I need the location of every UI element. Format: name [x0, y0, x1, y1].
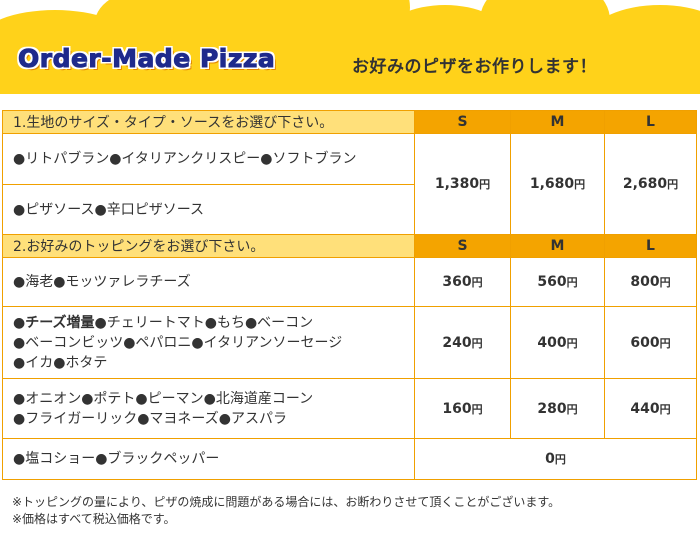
price-value: 560: [537, 274, 567, 290]
page-title-en: Order-Made Pizza: [17, 44, 276, 74]
topping-line: ●海老●モッツァレラチーズ: [13, 274, 191, 290]
price-value: 600: [630, 334, 660, 351]
topping-line: ●塩コショー●ブラックペッパー: [13, 451, 220, 467]
size-s-header: S: [414, 110, 511, 134]
footnote-topping-amount: ※トッピングの量により、ピザの焼成に問題がある場合には、お断わりさせて頂くことが…: [12, 495, 561, 509]
price-value: 1,680: [529, 176, 575, 192]
topping-price-m: 280円: [510, 378, 605, 439]
topping-price-all-sizes: 0円: [414, 438, 697, 480]
price-value: 440: [630, 400, 660, 417]
size-m-header: M: [510, 110, 605, 134]
topping-group-2: ●チーズ増量●チェリートマト●もち●ベーコン ●ベーコンビッツ●ペパロニ●イタリア…: [2, 306, 415, 379]
table-row: ●チーズ増量●チェリートマト●もち●ベーコン ●ベーコンビッツ●ペパロニ●イタリア…: [2, 306, 697, 379]
price-value: 240: [442, 334, 472, 351]
topping-price-s: 160円: [414, 378, 511, 439]
topping-line: ●フライガーリック●マヨネーズ●アスパラ: [13, 410, 287, 427]
yen-unit: 円: [566, 402, 578, 416]
yen-unit: 円: [566, 336, 578, 350]
topping-line: ●オニオン●ポテト●ピーマン●北海道産コーン: [13, 390, 314, 407]
section1-title: 1.生地のサイズ・タイプ・ソースをお選び下さい。: [2, 110, 415, 134]
topping-line: ●ベーコンビッツ●ペパロニ●イタリアンソーセージ: [13, 334, 343, 351]
size-s-header: S: [414, 234, 511, 258]
price-value: 0: [545, 451, 555, 467]
price-table: 1.生地のサイズ・タイプ・ソースをお選び下さい。 S M L ●リトパブラン●イ…: [2, 110, 697, 480]
yen-unit: 円: [566, 276, 578, 289]
topping-price-m: 560円: [510, 257, 605, 307]
topping-price-m: 400円: [510, 306, 605, 379]
price-value: 800: [630, 274, 660, 290]
size-m-header: M: [510, 234, 605, 258]
yen-unit: 円: [659, 336, 671, 350]
size-l-header: L: [604, 110, 697, 134]
table-row: ●海老●モッツァレラチーズ 360円 560円 800円: [2, 257, 697, 307]
table-row: ●塩コショー●ブラックペッパー 0円: [2, 438, 697, 480]
topping-price-s: 240円: [414, 306, 511, 379]
topping-group-1: ●海老●モッツァレラチーズ: [2, 257, 415, 307]
table-row: ●オニオン●ポテト●ピーマン●北海道産コーン ●フライガーリック●マヨネーズ●アス…: [2, 378, 697, 439]
size-l-header: L: [604, 234, 697, 258]
yen-unit: 円: [659, 402, 671, 416]
page-subtitle-ja: お好みのピザをお作りします！: [352, 57, 597, 77]
base-price-s: 1,380円: [414, 133, 511, 235]
topping-price-s: 360円: [414, 257, 511, 307]
cheese-extra-label: ●チーズ増量: [13, 314, 95, 331]
yen-unit: 円: [471, 276, 483, 289]
price-value: 280: [537, 400, 567, 417]
section1-header-row: 1.生地のサイズ・タイプ・ソースをお選び下さい。 S M L: [2, 110, 697, 134]
base-price-m: 1,680円: [510, 133, 605, 235]
yen-unit: 円: [554, 453, 566, 466]
table-row: ●リトパブラン●イタリアンクリスピー●ソフトブラン 1,380円 1,680円 …: [2, 133, 697, 235]
sauce-options: ●ピザソース●辛口ピザソース: [2, 184, 415, 235]
topping-group-4: ●塩コショー●ブラックペッパー: [2, 438, 415, 480]
topping-price-l: 440円: [604, 378, 697, 439]
yen-unit: 円: [574, 178, 586, 191]
price-value: 1,380: [434, 176, 480, 192]
topping-line: ●イカ●ホタテ: [13, 354, 108, 371]
topping-price-l: 800円: [604, 257, 697, 307]
yen-unit: 円: [667, 178, 679, 191]
dough-type-options: ●リトパブラン●イタリアンクリスピー●ソフトブラン: [2, 133, 415, 185]
price-value: 400: [537, 334, 567, 351]
price-value: 360: [442, 274, 472, 290]
price-value: 2,680: [622, 176, 668, 192]
topping-line: ●チェリートマト●もち●ベーコン: [94, 314, 314, 331]
header-band: [0, 36, 700, 94]
section2-title: 2.お好みのトッピングをお選び下さい。: [2, 234, 415, 258]
footnotes: ※トッピングの量により、ピザの焼成に問題がある場合には、お断わりさせて頂くことが…: [12, 494, 560, 528]
yen-unit: 円: [659, 276, 671, 289]
table-row: ●ピザソース●辛口ピザソース: [2, 184, 697, 235]
base-price-l: 2,680円: [604, 133, 697, 235]
yen-unit: 円: [471, 336, 483, 350]
topping-price-l: 600円: [604, 306, 697, 379]
topping-group-3: ●オニオン●ポテト●ピーマン●北海道産コーン ●フライガーリック●マヨネーズ●アス…: [2, 378, 415, 439]
yen-unit: 円: [471, 402, 483, 416]
footnote-tax-included: ※価格はすべて税込価格です。: [12, 512, 176, 526]
section2-header-row: 2.お好みのトッピングをお選び下さい。 S M L: [2, 234, 697, 258]
price-value: 160: [442, 400, 472, 417]
yen-unit: 円: [479, 178, 491, 191]
